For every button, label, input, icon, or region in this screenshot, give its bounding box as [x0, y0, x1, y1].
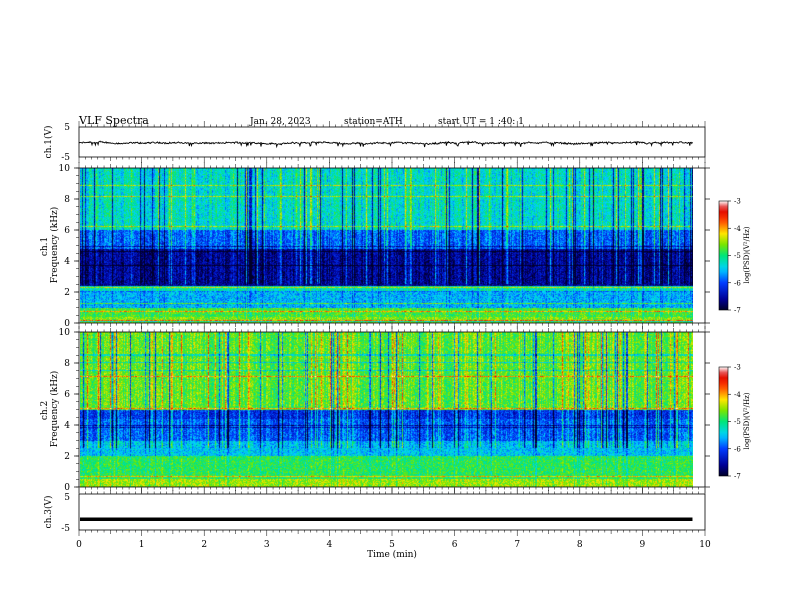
- ytick-label: 2: [64, 452, 70, 462]
- ch3-waveform-ylabel: ch.3(V): [43, 496, 54, 529]
- time-tick-label: 10: [699, 540, 711, 550]
- ch1-colorbar-label: log(PSD)(V²/Hz): [743, 226, 751, 283]
- ch1-waveform-panel: 5 -5 ch.1(V): [43, 121, 706, 163]
- ch1-colorbar-ticks: -3 -4 -5 -6 -7: [728, 198, 741, 315]
- colorbar-tick-label: -4: [734, 225, 741, 233]
- figure-title: VLF Spectra: [78, 114, 149, 127]
- ytick-label: 4: [64, 421, 70, 431]
- time-tick-label: 9: [640, 540, 646, 550]
- ch1-ylabel-channel: ch.1: [40, 237, 50, 256]
- time-tick-label: 1: [139, 540, 145, 550]
- colorbar-tick-label: -6: [734, 445, 741, 453]
- colorbar-tick-label: -3: [734, 198, 741, 206]
- colorbar-tick-label: -7: [734, 307, 741, 315]
- ch3-waveform-panel: 5 -5 ch.3(V) 0 1 2 3 4 5 6 7 8 9 10 Time (min): [43, 488, 711, 560]
- ytick-label: 0: [64, 319, 70, 329]
- ytick-label: 8: [64, 359, 70, 369]
- colorbar-tick-label: -7: [734, 473, 741, 481]
- ytick-label: 6: [64, 390, 70, 400]
- ch1-waveform-ylabel: ch.1(V): [43, 126, 54, 159]
- ch2-colorbar-label: log(PSD)(V²/Hz): [743, 392, 751, 449]
- time-tick-label: 0: [76, 540, 82, 550]
- ch1-waveform-xticks: [78, 121, 706, 163]
- start-ut-label: start UT = 1 :40: 1: [438, 117, 524, 127]
- ytick-label: 10: [59, 164, 71, 174]
- ch2-spectrogram-image: [80, 332, 693, 487]
- time-tick-label: 2: [201, 540, 207, 550]
- time-tick-label: 6: [452, 540, 458, 550]
- ch3-waveform-frame: [78, 493, 706, 531]
- ch2-spectrogram-yticks: 0 2 4 6 8 10: [59, 328, 710, 493]
- colorbar-tick-label: -5: [734, 418, 741, 426]
- ch2-ylabel-freq: Frequency (kHz): [49, 371, 60, 448]
- station-label: station=ATH: [344, 117, 403, 127]
- ch2-colorbar-ticks: -3 -4 -5 -6 -7: [728, 364, 741, 481]
- ytick-label: 8: [64, 195, 70, 205]
- ytick-label: 10: [59, 328, 71, 338]
- time-tick-label: 4: [327, 540, 333, 550]
- date-label: Jan. 28, 2023: [249, 117, 311, 127]
- ch1-ylabel-freq: Frequency (kHz): [49, 207, 60, 284]
- ytick-label: 0: [64, 483, 70, 493]
- ch1-ytick-top: 5: [64, 123, 70, 133]
- ch1-waveform-trace: [78, 140, 693, 149]
- time-tick-label: 8: [577, 540, 583, 550]
- colorbar-tick-label: -3: [734, 364, 741, 372]
- ch1-spectrogram-ylabel: ch.1 Frequency (kHz): [40, 207, 60, 284]
- ch1-waveform-frame: [78, 126, 706, 158]
- ytick-label: 2: [64, 288, 70, 298]
- ytick-label: 4: [64, 257, 70, 267]
- time-axis-ticks: 0 1 2 3 4 5 6 7 8 9 10: [76, 488, 711, 550]
- ytick-label: 6: [64, 226, 70, 236]
- ch3-ytick-bottom: -5: [61, 524, 70, 534]
- ch2-ylabel-channel: ch.2: [40, 401, 50, 420]
- time-tick-label: 3: [264, 540, 270, 550]
- colorbar-tick-label: -5: [734, 252, 741, 260]
- ch2-colorbar: [718, 366, 729, 477]
- colorbar-tick-label: -4: [734, 391, 741, 399]
- colorbar-tick-label: -6: [734, 279, 741, 287]
- ch1-ytick-bottom: -5: [61, 153, 70, 163]
- time-tick-label: 7: [514, 540, 520, 550]
- time-axis-label: Time (min): [367, 549, 417, 560]
- ch1-colorbar: [718, 200, 729, 311]
- ch1-spectrogram-yticks: 0 2 4 6 8 10: [59, 164, 710, 329]
- ch3-ytick-top: 5: [64, 493, 70, 503]
- time-tick-label: 5: [389, 540, 395, 550]
- ch2-spectrogram-ylabel: ch.2 Frequency (kHz): [40, 371, 60, 448]
- ch1-spectrogram-image: [80, 168, 693, 323]
